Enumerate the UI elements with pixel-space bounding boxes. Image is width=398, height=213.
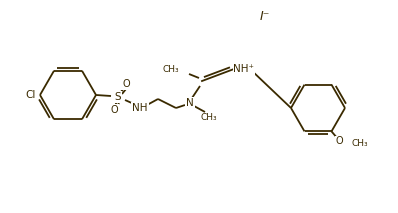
- Text: CH₃: CH₃: [162, 66, 179, 75]
- Text: NH: NH: [132, 103, 148, 113]
- Text: N: N: [186, 98, 194, 108]
- Text: NH⁺: NH⁺: [234, 64, 254, 74]
- Text: O: O: [110, 105, 118, 115]
- Text: CH₃: CH₃: [201, 112, 217, 121]
- Text: Cl: Cl: [26, 90, 36, 100]
- Text: O: O: [336, 136, 343, 146]
- Text: S: S: [115, 92, 121, 102]
- Text: I⁻: I⁻: [260, 10, 270, 23]
- Text: O: O: [122, 79, 130, 89]
- Text: CH₃: CH₃: [351, 139, 368, 148]
